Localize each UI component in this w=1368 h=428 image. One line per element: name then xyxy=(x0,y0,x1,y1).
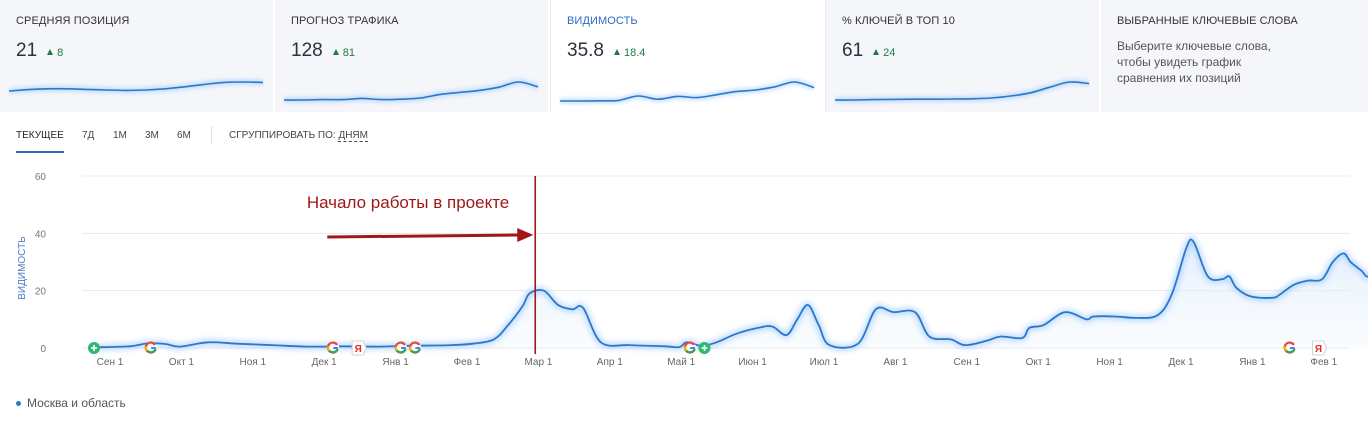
yandex-update-icon: Я xyxy=(1312,340,1328,356)
tab-1m[interactable]: 1М xyxy=(113,130,127,141)
card-traffic-forecast[interactable]: ПРОГНОЗ ТРАФИКА 128 81 xyxy=(275,0,550,112)
sparkline-line xyxy=(8,81,264,92)
arrow-up-icon xyxy=(332,49,339,55)
sparkline-line xyxy=(834,81,1090,101)
sparkline-line xyxy=(560,81,815,102)
x-tick-label: Июн 1 xyxy=(738,357,767,368)
plus-event-icon xyxy=(88,342,100,354)
card-value: 128 xyxy=(291,40,323,61)
arrow-up-icon xyxy=(613,49,620,55)
sparkline xyxy=(283,79,539,103)
chart-legend[interactable]: Москва и область xyxy=(16,396,126,410)
x-tick-label: Ноя 1 xyxy=(240,357,267,368)
card-delta: 81 xyxy=(332,47,355,59)
x-tick-label: Дек 1 xyxy=(1168,357,1193,368)
plus-event-icon xyxy=(698,342,711,354)
card-average-position[interactable]: СРЕДНЯЯ ПОЗИЦИЯ 21 8 xyxy=(0,0,275,112)
x-tick-label: Янв 1 xyxy=(1239,357,1266,368)
sparkline xyxy=(834,79,1090,103)
x-tick-label: Июл 1 xyxy=(810,357,839,368)
google-update-icon xyxy=(326,341,340,354)
x-tick-label: Сен 1 xyxy=(953,357,980,368)
arrow-up-icon xyxy=(47,49,54,55)
annotation-arrow xyxy=(327,233,520,239)
arrow-up-icon xyxy=(873,49,880,55)
card-value: 35.8 xyxy=(567,40,604,61)
tab-current[interactable]: ТЕКУЩЕЕ xyxy=(16,130,64,141)
card-value: 21 xyxy=(16,40,38,61)
period-toolbar: ТЕКУЩЕЕ 7Д 1М 3М 6М СГРУППИРОВАТЬ ПО: ДН… xyxy=(0,122,1368,153)
x-tick-label: Май 1 xyxy=(667,357,695,368)
x-tick-label: Мар 1 xyxy=(524,357,552,368)
toolbar-divider xyxy=(211,126,212,144)
yandex-update-icon: Я xyxy=(351,340,367,356)
series-area xyxy=(94,239,1368,348)
legend-label: Москва и область xyxy=(27,396,126,410)
legend-marker xyxy=(16,400,21,406)
x-tick-label: Авг 1 xyxy=(883,357,907,368)
x-tick-label: Фев 1 xyxy=(1310,357,1337,368)
y-tick-label: 40 xyxy=(35,229,47,240)
x-tick-label: Дек 1 xyxy=(312,357,337,368)
x-tick-label: Окт 1 xyxy=(1026,357,1052,368)
group-by-label: СГРУППИРОВАТЬ ПО: xyxy=(229,130,336,141)
x-tick-label: Апр 1 xyxy=(597,357,623,368)
tab-3m[interactable]: 3М xyxy=(145,130,159,141)
card-title: ВИДИМОСТЬ xyxy=(567,15,638,27)
arrow-head-icon xyxy=(517,228,534,242)
card-title: % КЛЮЧЕЙ В ТОП 10 xyxy=(842,15,955,27)
group-by: СГРУППИРОВАТЬ ПО: ДНЯМ xyxy=(229,130,368,142)
card-selected-keywords[interactable]: ВЫБРАННЫЕ КЛЮЧЕВЫЕ СЛОВА Выберите ключев… xyxy=(1101,0,1368,112)
card-title: СРЕДНЯЯ ПОЗИЦИЯ xyxy=(16,15,130,27)
card-top10-keys[interactable]: % КЛЮЧЕЙ В ТОП 10 61 24 xyxy=(826,0,1101,112)
metric-cards: СРЕДНЯЯ ПОЗИЦИЯ 21 8 ПРОГНОЗ ТРАФИКА 128… xyxy=(0,0,1368,112)
google-update-icon xyxy=(394,341,408,354)
google-update-icon xyxy=(408,341,422,354)
google-update-icon xyxy=(683,341,697,354)
sparkline xyxy=(8,79,264,94)
x-tick-label: Сен 1 xyxy=(97,357,124,368)
svg-text:Я: Я xyxy=(1315,344,1322,355)
annotation-text: Начало работы в проекте xyxy=(307,193,509,212)
y-tick-label: 60 xyxy=(35,172,47,183)
x-tick-label: Окт 1 xyxy=(169,357,195,368)
tab-7d[interactable]: 7Д xyxy=(82,130,95,141)
card-title: ПРОГНОЗ ТРАФИКА xyxy=(291,15,399,27)
x-tick-label: Фев 1 xyxy=(454,357,481,368)
card-value: 61 xyxy=(842,40,864,61)
y-tick-label: 20 xyxy=(35,287,47,298)
sparkline xyxy=(560,79,815,104)
y-axis-label: ВИДИМОСТЬ xyxy=(17,236,28,300)
x-tick-label: Янв 1 xyxy=(382,357,409,368)
visibility-chart: 0 20 40 60 ВИДИМОСТЬ Сен 1 Окт 1 Ноя 1 Дек 1 Янв … xyxy=(17,172,1368,368)
active-tab-indicator xyxy=(16,151,64,153)
card-description: Выберите ключевые слова, чтобы увидеть г… xyxy=(1117,39,1271,85)
tab-6m[interactable]: 6М xyxy=(177,130,191,141)
card-title: ВЫБРАННЫЕ КЛЮЧЕВЫЕ СЛОВА xyxy=(1117,15,1298,27)
series-line xyxy=(93,238,1368,349)
y-tick-label: 0 xyxy=(40,344,46,355)
svg-text:Я: Я xyxy=(355,344,362,355)
card-visibility[interactable]: ВИДИМОСТЬ 35.8 18.4 xyxy=(550,0,826,112)
card-delta: 8 xyxy=(47,47,63,59)
google-update-icon xyxy=(144,341,158,354)
group-by-select[interactable]: ДНЯМ xyxy=(338,130,368,142)
x-tick-label: Ноя 1 xyxy=(1096,357,1123,368)
card-delta: 18.4 xyxy=(613,47,645,59)
card-delta: 24 xyxy=(873,47,895,59)
google-update-icon xyxy=(1283,341,1296,354)
sparkline-line xyxy=(283,81,539,101)
